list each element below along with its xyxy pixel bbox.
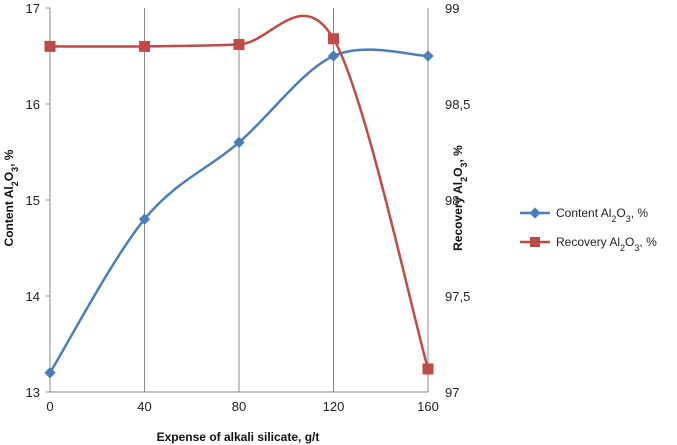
- x-tick-label: 120: [323, 399, 345, 414]
- left-y-tick-label: 16: [26, 97, 40, 112]
- right-y-tick-label: 98: [445, 193, 459, 208]
- data-point-recovery: [139, 40, 150, 52]
- right-y-tick-label: 98,5: [445, 97, 470, 112]
- right-y-tick-label: 97: [445, 385, 459, 400]
- right-y-tick-label: 97,5: [445, 289, 470, 304]
- right-y-title-pre: Recovery Al: [451, 182, 465, 251]
- right-y-title-sub1: 2: [459, 177, 469, 182]
- x-tick-label: 80: [232, 399, 246, 414]
- legend-entry-recovery: Recovery Al2O3, %: [520, 235, 657, 253]
- x-axis-title: Expense of alkali silicate, g/t: [157, 430, 320, 444]
- right-y-tick-labels: 97 97,5 98 98,5 99: [445, 1, 470, 400]
- legend: Content Al2O3, % Recovery Al2O3, %: [520, 206, 657, 253]
- left-y-tick-label: 13: [26, 385, 40, 400]
- left-y-tick-label: 15: [26, 193, 40, 208]
- legend-label-recovery: Recovery Al2O3, %: [556, 235, 657, 253]
- left-y-title-post: , %: [2, 149, 16, 167]
- x-tick-label: 40: [137, 399, 151, 414]
- legend-entry-content: Content Al2O3, %: [520, 206, 648, 224]
- left-y-title-sub2: 3: [10, 167, 20, 172]
- gridlines: [144, 8, 429, 392]
- data-point-recovery: [422, 363, 434, 375]
- data-point-content: [422, 50, 434, 62]
- series-group: [44, 14, 434, 379]
- left-y-tick-label: 14: [26, 289, 40, 304]
- right-y-title-mid: O: [451, 168, 465, 177]
- left-y-title-pre: Content Al: [2, 186, 16, 246]
- legend-marker-recovery: [530, 237, 540, 247]
- x-tick-labels: 0 40 80 120 160: [46, 399, 438, 414]
- data-point-content: [233, 136, 245, 149]
- left-y-tick-label: 17: [26, 1, 40, 16]
- data-point-recovery: [328, 33, 339, 45]
- legend-label-content: Content Al2O3, %: [556, 206, 648, 224]
- right-y-tick-label: 99: [445, 1, 459, 16]
- data-point-recovery: [233, 38, 245, 50]
- left-y-title-mid: O: [2, 172, 16, 181]
- x-tick-label: 0: [46, 399, 53, 414]
- left-y-title-sub1: 2: [10, 181, 20, 186]
- right-y-title-sub2: 3: [459, 163, 469, 168]
- x-tick-label: 160: [417, 399, 439, 414]
- left-y-tick-labels: 13 14 15 16 17: [26, 1, 50, 400]
- left-y-axis-title: Content Al2O3, %: [2, 149, 20, 246]
- series-line-1: [49, 14, 430, 370]
- right-y-axis-title: Recovery Al2O3, %: [451, 145, 469, 251]
- series-line-0: [48, 48, 429, 374]
- data-point-recovery: [44, 40, 56, 52]
- data-point-content: [138, 213, 151, 225]
- data-point-content: [44, 367, 56, 379]
- right-y-title-post: , %: [451, 145, 465, 163]
- legend-marker-content: [529, 207, 541, 219]
- data-point-content: [327, 50, 340, 62]
